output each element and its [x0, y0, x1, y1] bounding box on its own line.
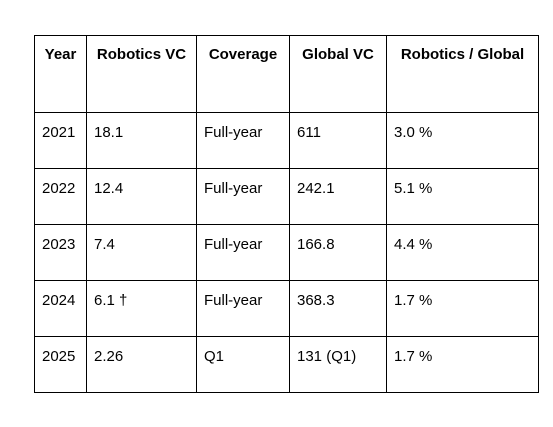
cell-robotics-vc: 7.4	[86, 224, 197, 281]
cell-ratio: 5.1 %	[386, 168, 539, 225]
table-row: 2024 6.1 † Full-year 368.3 1.7 %	[34, 280, 539, 337]
cell-year: 2024	[34, 280, 87, 337]
cell-year: 2023	[34, 224, 87, 281]
cell-coverage: Q1	[196, 336, 290, 393]
cell-year: 2025	[34, 336, 87, 393]
cell-robotics-vc: 12.4	[86, 168, 197, 225]
cell-global-vc: 368.3	[289, 280, 387, 337]
cell-global-vc: 166.8	[289, 224, 387, 281]
cell-ratio: 3.0 %	[386, 112, 539, 169]
vc-data-table: Year Robotics VC Coverage Global VC Robo…	[34, 35, 539, 393]
table-row: 2025 2.26 Q1 131 (Q1) 1.7 %	[34, 336, 539, 393]
cell-coverage: Full-year	[196, 224, 290, 281]
cell-year: 2021	[34, 112, 87, 169]
cell-coverage: Full-year	[196, 168, 290, 225]
table-row: 2021 18.1 Full-year 611 3.0 %	[34, 112, 539, 169]
header-ratio: Robotics / Global	[386, 35, 539, 113]
header-coverage: Coverage	[196, 35, 290, 113]
cell-coverage: Full-year	[196, 112, 290, 169]
cell-robotics-vc: 6.1 †	[86, 280, 197, 337]
cell-ratio: 1.7 %	[386, 280, 539, 337]
cell-global-vc: 131 (Q1)	[289, 336, 387, 393]
cell-robotics-vc: 2.26	[86, 336, 197, 393]
cell-coverage: Full-year	[196, 280, 290, 337]
header-robotics-vc: Robotics VC	[86, 35, 197, 113]
table-header-row: Year Robotics VC Coverage Global VC Robo…	[34, 35, 539, 113]
header-global-vc: Global VC	[289, 35, 387, 113]
header-year: Year	[34, 35, 87, 113]
cell-ratio: 1.7 %	[386, 336, 539, 393]
cell-ratio: 4.4 %	[386, 224, 539, 281]
cell-global-vc: 611	[289, 112, 387, 169]
cell-year: 2022	[34, 168, 87, 225]
table-row: 2022 12.4 Full-year 242.1 5.1 %	[34, 168, 539, 225]
cell-global-vc: 242.1	[289, 168, 387, 225]
cell-robotics-vc: 18.1	[86, 112, 197, 169]
table-row: 2023 7.4 Full-year 166.8 4.4 %	[34, 224, 539, 281]
